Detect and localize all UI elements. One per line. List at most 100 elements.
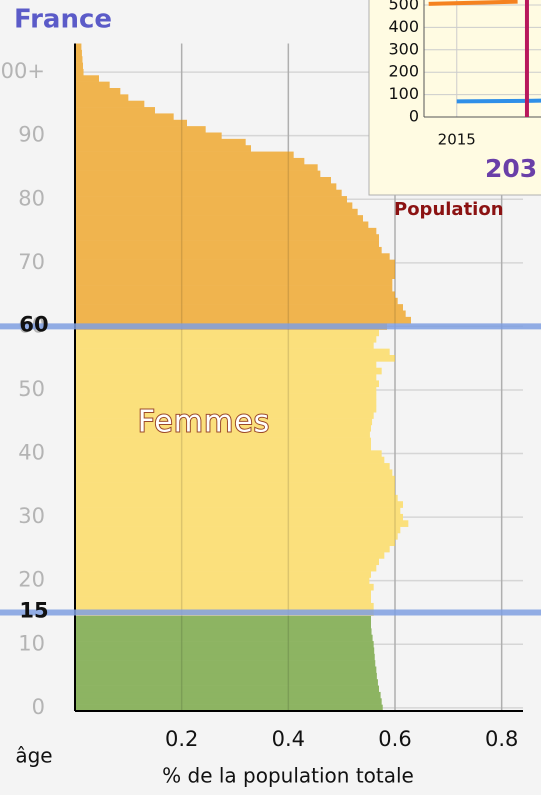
bar: [75, 641, 374, 648]
bar: [75, 164, 318, 171]
bar: [75, 119, 187, 127]
inset-y-tick-label: 0: [409, 107, 419, 126]
bar: [75, 227, 377, 235]
bar: [75, 246, 382, 254]
bar: [75, 189, 342, 197]
bar: [75, 704, 383, 712]
bar: [75, 310, 406, 318]
bar: [75, 698, 382, 705]
bar: [75, 622, 371, 629]
x-tick-label: 0.6: [378, 727, 411, 751]
bar: [75, 259, 395, 267]
bar: [75, 513, 403, 521]
bar: [75, 234, 379, 241]
bar: [75, 367, 382, 375]
bar: [75, 634, 373, 642]
bar: [75, 475, 395, 483]
bar: [75, 450, 382, 458]
bar: [75, 577, 370, 585]
age-marker-label: 15: [19, 598, 48, 622]
bar: [75, 278, 393, 286]
bar: [75, 424, 371, 432]
bar: [75, 602, 374, 610]
bar: [75, 177, 331, 184]
y-axis-label: âge: [15, 744, 52, 768]
bar: [75, 329, 379, 337]
bar: [75, 679, 378, 686]
bar: [75, 272, 395, 280]
bar: [75, 285, 393, 292]
bar: [75, 431, 370, 438]
inset-subtitle: Population: [394, 199, 504, 220]
inset-line: [428, 0, 518, 6]
bar: [75, 412, 374, 419]
inset-y-tick-label: 200: [388, 62, 419, 81]
bar: [75, 469, 393, 477]
bar: [75, 418, 373, 426]
bar: [75, 494, 398, 502]
bar: [75, 208, 358, 216]
y-tick-label: 20: [18, 568, 45, 592]
chart-title: France: [14, 5, 112, 35]
bar: [75, 615, 371, 623]
y-tick-label: 100+: [0, 59, 45, 83]
bar: [75, 520, 409, 527]
bar: [75, 463, 390, 470]
bar: [75, 107, 155, 114]
x-tick-label: 0.2: [165, 727, 198, 751]
bar: [75, 316, 411, 324]
bar: [75, 437, 371, 445]
bar: [75, 571, 371, 578]
bar: [75, 444, 371, 451]
bar: [75, 348, 390, 356]
bar: [75, 253, 390, 260]
bar: [75, 94, 129, 102]
y-tick-label: 10: [18, 631, 45, 655]
bar: [75, 507, 401, 515]
bar: [75, 49, 82, 57]
bar: [75, 558, 379, 566]
bar: [75, 81, 110, 89]
bar: [75, 335, 377, 343]
x-axis-label: % de la population totale: [162, 764, 414, 788]
bar: [75, 100, 145, 108]
bar: [75, 501, 403, 508]
bar: [75, 62, 83, 70]
bar: [75, 266, 395, 273]
bar: [75, 628, 372, 636]
bar: [75, 386, 377, 394]
bar: [75, 647, 375, 655]
bar: [75, 88, 121, 95]
bar: [75, 596, 371, 604]
bar: [75, 691, 381, 699]
bar: [75, 221, 369, 229]
annotation: Femmes: [138, 405, 271, 440]
bar: [75, 552, 385, 559]
bar: [75, 157, 305, 165]
bar: [75, 240, 379, 248]
bar: [75, 297, 398, 305]
bar: [75, 170, 321, 178]
inset-title: 203: [485, 154, 537, 183]
bar: [75, 291, 395, 299]
x-tick-label: 0.8: [485, 727, 518, 751]
bar: [75, 590, 371, 597]
bar: [75, 355, 395, 362]
bar: [75, 488, 395, 496]
bar: [75, 666, 377, 674]
bar: [75, 132, 222, 140]
bar: [75, 456, 385, 464]
inset-box: [368, 0, 541, 196]
bar: [75, 399, 377, 407]
bar: [75, 526, 401, 534]
bar: [75, 405, 377, 413]
bar: [75, 545, 390, 553]
bar: [75, 374, 377, 381]
bar: [75, 685, 379, 693]
bar: [75, 539, 395, 547]
bar: [75, 43, 82, 51]
bar: [75, 361, 377, 369]
bar: [75, 482, 395, 489]
